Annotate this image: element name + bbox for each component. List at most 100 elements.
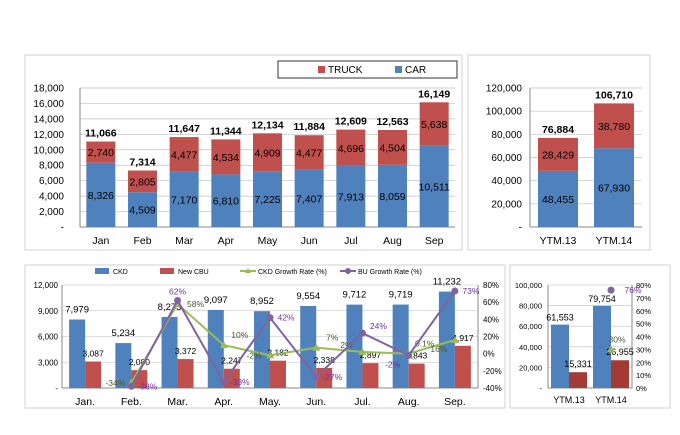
panel-ytm-sales	[467, 54, 651, 251]
ckd-growth-label: 7%	[326, 333, 339, 343]
cbu-bar	[270, 360, 286, 388]
x-tick-label: YTM.14	[595, 395, 627, 405]
y2-tick-label: 10%	[636, 371, 651, 380]
cbu-bar	[611, 360, 629, 388]
x-tick-label: Apr	[218, 235, 235, 247]
y-tick-label: 60,000	[491, 153, 522, 164]
segment-value-label: 7,170	[171, 194, 197, 206]
segment-value-label: 7,407	[296, 193, 322, 205]
ckd-value-label: 61,553	[546, 313, 574, 323]
ckd-bar	[392, 304, 409, 388]
cbu-bar	[223, 368, 240, 388]
ckd-growth-label: 0.1%	[415, 339, 435, 349]
car-bar-segment	[86, 162, 116, 227]
y2-tick-label: 0%	[636, 384, 647, 393]
y-tick-label: -	[55, 384, 58, 393]
y-tick-label: 6,000	[39, 176, 64, 187]
y2-tick-label: -20%	[483, 367, 502, 376]
panel-monthly-ckd-cbu	[24, 264, 506, 409]
bu-growth-marker	[405, 351, 413, 359]
ckd-value-label: 5,234	[111, 328, 135, 339]
x-tick-label: Mar	[175, 235, 194, 247]
truck-bar-segment	[378, 129, 407, 165]
segment-value-label: 48,455	[542, 194, 574, 206]
ckd-bar	[593, 305, 611, 388]
x-tick-label: Jan	[92, 235, 109, 247]
car-bar-segment	[336, 165, 366, 227]
x-tick-label: Aug.	[398, 396, 420, 408]
y-tick-label: 120,000	[486, 84, 523, 95]
cbu-value-label: 26,955	[606, 347, 634, 357]
ckd-bar	[115, 343, 132, 388]
ckd-bar	[551, 324, 569, 388]
y2-tick-label: 40%	[636, 333, 651, 342]
ckd-bar	[254, 311, 270, 388]
cbu-value-label: 2,247	[221, 356, 243, 366]
triangle-marker-icon	[245, 268, 251, 273]
segment-value-label: 2,805	[129, 176, 155, 188]
y-tick-label: 16,000	[33, 99, 64, 110]
x-tick-label: YTM.14	[596, 235, 633, 247]
y2-tick-label: 20%	[483, 333, 499, 342]
x-tick-label: Jan.	[75, 396, 95, 408]
segment-value-label: 4,477	[296, 148, 322, 160]
segment-value-label: 5,638	[421, 119, 447, 131]
ckd-value-label: 8,952	[250, 296, 274, 307]
ckd-growth-label: 30%	[608, 334, 625, 344]
cbu-bar	[408, 363, 425, 388]
truck-bar-segment	[86, 141, 116, 163]
circle-marker-icon	[345, 268, 351, 274]
segment-value-label: 6,810	[213, 196, 239, 208]
ckd-value-label: 7,979	[65, 305, 89, 316]
ckd-growth-label: -2%	[246, 350, 262, 360]
y-tick-label: 18,000	[33, 84, 64, 95]
ckd-bar	[300, 305, 317, 388]
ckd-growth-label: 16%	[430, 344, 447, 354]
total-value-label: 11,884	[293, 121, 325, 133]
ckd-bar	[207, 309, 224, 388]
ckd-value-label: 9,554	[296, 291, 320, 302]
segment-value-label: 67,930	[598, 183, 630, 195]
truck-bar-segment	[253, 133, 282, 172]
bu-growth-label: -2%	[385, 359, 401, 369]
total-value-label: 76,884	[542, 124, 574, 136]
bu-growth-marker	[451, 287, 459, 295]
ckd-growth-marker	[607, 345, 615, 353]
x-tick-label: Jun.	[306, 396, 326, 408]
bu-growth-marker	[312, 373, 320, 381]
total-value-label: 7,314	[129, 157, 155, 169]
y-tick-label: 6,000	[38, 333, 59, 342]
segment-value-label: 4,504	[379, 142, 405, 154]
truck-bar-segment	[211, 139, 241, 175]
y-tick-label: 100,000	[515, 281, 542, 290]
ckd-growth-label: -34%	[105, 378, 125, 388]
bu-growth-legend-label: BU Growth Rate (%)	[358, 269, 422, 276]
x-tick-label: Jul	[344, 235, 357, 247]
car-bar-segment	[211, 174, 241, 227]
total-value-label: 16,149	[418, 88, 450, 100]
segment-value-label: 4,477	[171, 149, 197, 161]
y-tick-label: 8,000	[39, 161, 64, 172]
total-value-label: 12,134	[251, 119, 283, 131]
ckd-bar	[438, 291, 455, 388]
y-tick-label: 2,000	[39, 207, 64, 218]
cbu-legend-swatch	[160, 268, 174, 274]
truck-bar-segment	[538, 137, 578, 171]
bu-growth-label: 42%	[277, 313, 294, 323]
cbu-bar	[454, 345, 471, 388]
ckd-growth-marker	[358, 347, 367, 355]
ckd-bar	[161, 316, 178, 388]
y2-tick-label: 80%	[636, 281, 651, 290]
ckd-bar	[346, 304, 363, 388]
y-tick-label: 20,000	[519, 363, 542, 372]
segment-value-label: 10,511	[418, 181, 449, 193]
car-bar-segment	[294, 169, 324, 227]
ckd-value-label: 79,754	[588, 294, 616, 304]
car-bar-segment	[419, 145, 449, 227]
bu-growth-marker	[358, 329, 366, 337]
legend-label-truck: TRUCK	[328, 65, 363, 76]
y-tick-label: 12,000	[33, 130, 64, 141]
segment-value-label: 7,913	[338, 191, 364, 203]
cbu-value-label: 3,087	[82, 349, 104, 359]
bu-growth-marker	[174, 296, 182, 304]
